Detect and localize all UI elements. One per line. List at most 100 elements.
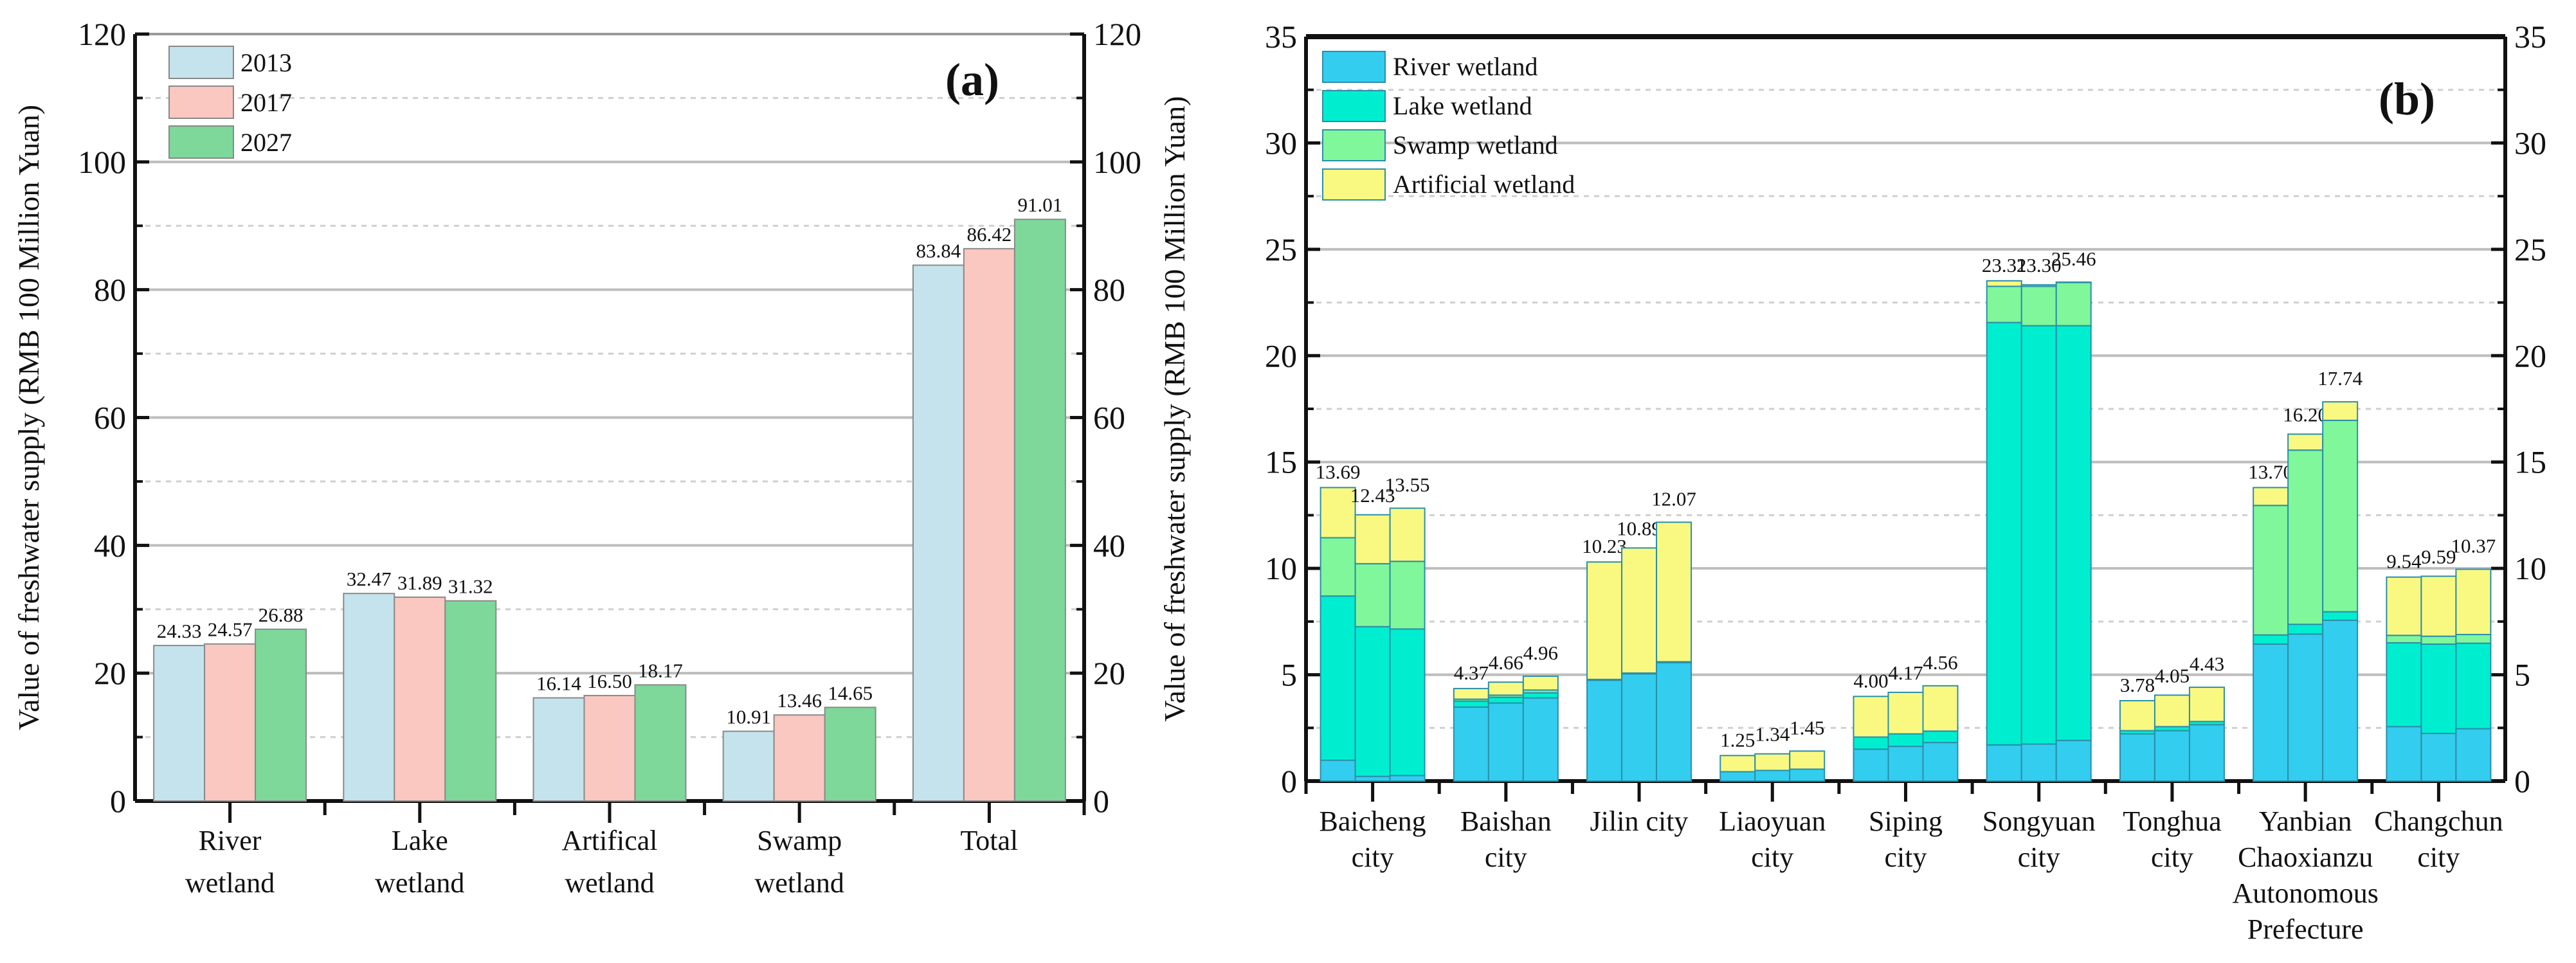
total-label: 10.23 xyxy=(1582,535,1627,557)
legend-label: 2013 xyxy=(240,48,292,77)
bar-segment-swamp-wetland xyxy=(2322,419,2359,613)
x-category-label: Changchun xyxy=(2374,806,2503,837)
bar-segment-lake-wetland xyxy=(1354,626,1391,777)
bar-segment-lake-wetland xyxy=(2455,642,2492,730)
total-label: 4.05 xyxy=(2155,664,2190,687)
y-tick-label-left: 10 xyxy=(1265,550,1297,586)
bar-2017 xyxy=(773,714,826,802)
bar-2013 xyxy=(912,264,965,802)
bar-segment-river-wetland xyxy=(1389,775,1426,782)
legend-label: River wetland xyxy=(1393,52,1538,81)
data-label: 83.84 xyxy=(916,239,961,262)
x-category-label: Songyuan xyxy=(1982,806,2096,837)
bar-segment-lake-wetland xyxy=(2253,634,2289,645)
x-category-label: wetland xyxy=(375,867,464,899)
bar-segment-river-wetland xyxy=(1354,775,1391,782)
total-label: 10.89 xyxy=(1617,517,1662,539)
legend-swatch-2017 xyxy=(168,86,234,119)
bar-segment-artificial-wetland xyxy=(1522,675,1559,691)
chart-b: 0 0 5 5 10 10 15 15 20 20 25 25 30 30 35 35 Value of fre… xyxy=(1158,19,2546,945)
x-category-label: Autonomous xyxy=(2232,878,2378,909)
y-tick-label-right: 80 xyxy=(1093,272,1125,308)
bar-segment-artificial-wetland xyxy=(1389,507,1426,562)
bar-segment-swamp-wetland xyxy=(2386,634,2422,644)
x-category-label: River xyxy=(199,825,262,856)
x-category-label: Siping xyxy=(1869,806,1943,837)
bar-2013 xyxy=(722,730,775,802)
x-category-label: wetland xyxy=(185,867,275,899)
bar-segment-artificial-wetland xyxy=(2386,576,2422,636)
bar-segment-river-wetland xyxy=(1922,742,1959,782)
bar-segment-lake-wetland xyxy=(1389,628,1426,777)
y-tick-label-left: 35 xyxy=(1265,19,1297,55)
total-label: 13.55 xyxy=(1385,474,1430,496)
x-category-label: Liaoyuan xyxy=(1719,806,1826,837)
bar-segment-lake-wetland xyxy=(2287,624,2324,635)
x-category-label: city xyxy=(2018,842,2060,873)
bar-segment-artificial-wetland xyxy=(1621,547,1658,674)
bar-segment-river-wetland xyxy=(2455,728,2492,782)
total-label: 17.74 xyxy=(2317,367,2363,390)
data-label: 26.88 xyxy=(259,604,304,626)
x-category-label: Prefecture xyxy=(2247,914,2364,945)
y-tick-label-left: 25 xyxy=(1265,231,1297,267)
bar-segment-river-wetland xyxy=(1789,768,1826,782)
bar-segment-river-wetland xyxy=(1719,771,1756,782)
bar-segment-artificial-wetland xyxy=(2020,284,2057,287)
bar-segment-lake-wetland xyxy=(1320,595,1356,761)
data-label: 31.89 xyxy=(397,572,442,594)
data-label: 91.01 xyxy=(1018,194,1063,216)
data-label: 86.42 xyxy=(967,223,1012,246)
bar-segment-artificial-wetland xyxy=(2253,487,2289,507)
bar-segment-artificial-wetland xyxy=(2455,568,2492,636)
bar-segment-artificial-wetland xyxy=(2287,433,2324,451)
x-category-label: city xyxy=(1885,842,1927,873)
total-label: 13.70 xyxy=(2248,460,2293,483)
y-tick-label-right: 35 xyxy=(2514,19,2546,55)
bar-segment-swamp-wetland xyxy=(2420,635,2457,645)
y-tick-label-right: 40 xyxy=(1093,527,1125,563)
bar-segment-artificial-wetland xyxy=(1887,692,1924,735)
y-tick-label-right: 20 xyxy=(1093,655,1125,691)
bar-segment-lake-wetland xyxy=(1887,733,1924,748)
x-category-label: wetland xyxy=(565,867,654,899)
data-label: 18.17 xyxy=(638,659,683,681)
y-tick-label-right: 120 xyxy=(1093,16,1141,52)
total-label: 10.37 xyxy=(2451,534,2496,557)
data-label: 16.50 xyxy=(587,670,632,692)
y-tick-label-right: 20 xyxy=(2514,338,2546,374)
bar-segment-artificial-wetland xyxy=(2188,687,2225,723)
data-label: 13.46 xyxy=(777,689,822,712)
y-tick-label-left: 120 xyxy=(78,16,126,52)
y-tick-label-right: 5 xyxy=(2514,657,2530,693)
bar-2013 xyxy=(153,645,206,802)
x-category-label: Baishan xyxy=(1460,806,1552,837)
total-label: 23.30 xyxy=(2017,254,2062,276)
bar-segment-river-wetland xyxy=(2154,730,2190,782)
data-label: 32.47 xyxy=(347,568,392,590)
legend-swatch-2027 xyxy=(168,125,234,159)
total-label: 4.17 xyxy=(1888,662,1923,684)
bar-segment-artificial-wetland xyxy=(1453,688,1489,700)
bar-segment-artificial-wetland xyxy=(1754,753,1791,771)
bar-segment-river-wetland xyxy=(2253,643,2289,782)
bar-segment-artificial-wetland xyxy=(2322,401,2359,421)
bar-segment-river-wetland xyxy=(1754,770,1791,782)
y-tick-label-left: 20 xyxy=(1265,338,1297,374)
legend-swatch-2013 xyxy=(168,46,234,79)
data-label: 24.33 xyxy=(157,620,202,642)
total-label: 1.25 xyxy=(1720,728,1755,751)
y-tick-label-left: 15 xyxy=(1265,444,1297,480)
total-label: 4.37 xyxy=(1454,662,1489,684)
data-label: 14.65 xyxy=(828,681,873,704)
y-tick-label-left: 30 xyxy=(1265,125,1297,161)
y-tick-label-right: 60 xyxy=(1093,400,1125,436)
legend: River wetland Lake wetland Swamp wetland Ar… xyxy=(1322,51,1575,201)
bar-segment-artificial-wetland xyxy=(1586,561,1623,680)
total-label: 4.00 xyxy=(1853,669,1888,692)
bar-segment-river-wetland xyxy=(2287,633,2324,782)
bar-segment-river-wetland xyxy=(1522,697,1559,782)
bar-segment-river-wetland xyxy=(1453,706,1489,782)
data-label: 10.91 xyxy=(726,706,771,728)
total-label: 12.07 xyxy=(1651,487,1696,510)
